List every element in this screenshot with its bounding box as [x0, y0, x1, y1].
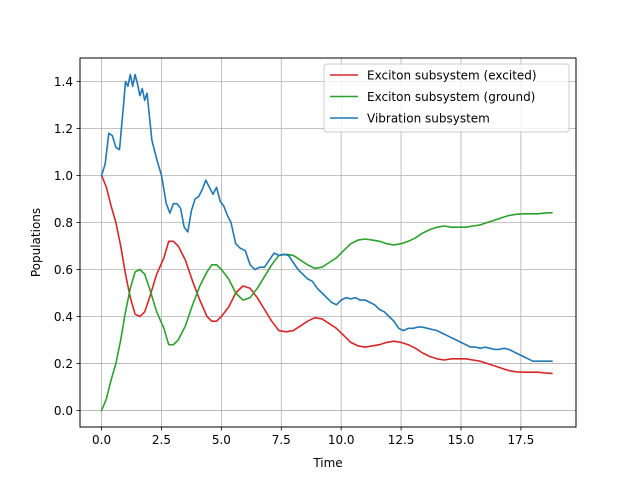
legend-box	[323, 63, 570, 133]
y-tick-label-1-4: 1.4	[54, 75, 73, 89]
legend: Exciton subsystem (excited) Exciton subsy…	[323, 63, 570, 133]
x-tick-label-17-5: 17.5	[508, 433, 535, 447]
axis-ticks: 0.0 2.5 5.0 7.5 10.0 12.5 15.0 17.5 0.0 0.2 0.4 0.6…	[54, 75, 534, 447]
y-tick-label-0-8: 0.8	[54, 216, 73, 230]
x-tick-label-2-5: 2.5	[152, 433, 171, 447]
y-tick-label-0-2: 0.2	[54, 357, 73, 371]
y-axis-label: Populations	[29, 208, 43, 277]
y-tick-label-0-4: 0.4	[54, 310, 73, 324]
series-lines	[100, 73, 553, 412]
legend-label-1: Exciton subsystem (ground)	[367, 90, 535, 104]
y-tick-label-0-0: 0.0	[54, 404, 73, 418]
series-line-0	[100, 174, 553, 375]
y-tick-label-1-0: 1.0	[54, 169, 73, 183]
x-tick-label-10-0: 10.0	[328, 433, 355, 447]
x-axis-label: Time	[312, 456, 342, 470]
plot-frame	[79, 57, 577, 428]
y-tick-label-0-6: 0.6	[54, 263, 73, 277]
series-line-1	[100, 211, 553, 412]
x-tick-label-7-5: 7.5	[272, 433, 291, 447]
x-tick-label-5-0: 5.0	[212, 433, 231, 447]
x-tick-label-15-0: 15.0	[448, 433, 475, 447]
legend-label-0: Exciton subsystem (excited)	[367, 69, 537, 83]
series-line-2	[100, 73, 553, 363]
legend-label-2: Vibration subsystem	[367, 112, 490, 126]
x-tick-label-12-5: 12.5	[388, 433, 415, 447]
x-tick-label-0-0: 0.0	[92, 433, 111, 447]
y-tick-label-1-2: 1.2	[54, 122, 73, 136]
